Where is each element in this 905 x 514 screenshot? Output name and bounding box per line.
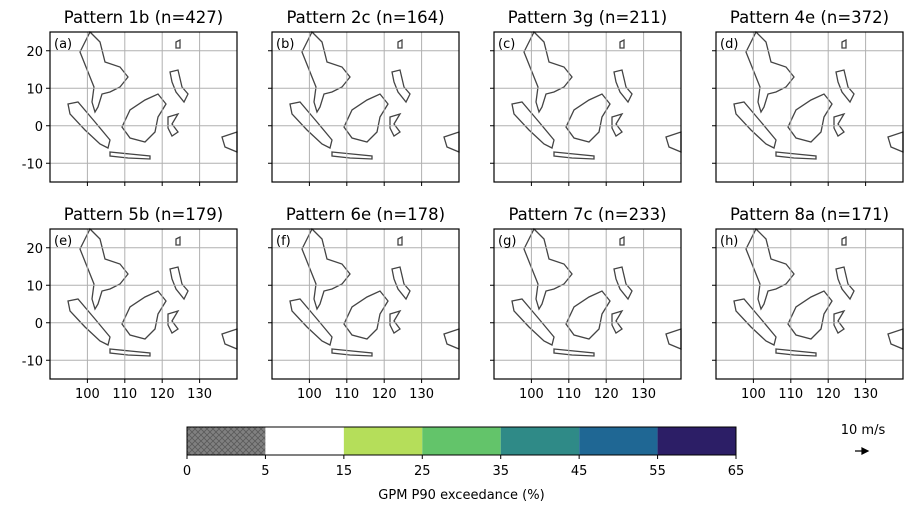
map-panel: Pattern 5b (n=179) (e) 100 110 120 130 -10 0 10 2…: [22, 205, 238, 402]
colorbar-segment: [265, 427, 344, 455]
panel-title: Pattern 8a (n=171): [730, 205, 889, 224]
panel-label: (f): [276, 234, 291, 249]
panel-label: (e): [54, 234, 72, 249]
map-panel: Pattern 3g (n=211) (c): [490, 8, 682, 186]
colorbar-segment: [657, 427, 736, 455]
y-tick-label: 20: [26, 45, 43, 60]
x-tick-label: 100: [297, 387, 322, 402]
x-tick-label: 110: [334, 387, 359, 402]
y-tick-label: 0: [35, 120, 43, 135]
colorbar-segment: [343, 427, 423, 455]
panel-frame: [271, 31, 460, 183]
colorbar-segment: [422, 427, 501, 455]
colorbar-segment: [187, 427, 266, 455]
panel-title: Pattern 6e (n=178): [286, 205, 445, 224]
colorbar-tick-label: 55: [649, 464, 666, 479]
x-tick-label: 120: [816, 387, 841, 402]
map-panel: Pattern 2c (n=164) (b): [268, 8, 460, 186]
x-tick-label: 100: [519, 387, 544, 402]
colorbar-tick-label: 35: [492, 464, 509, 479]
panel-label: (g): [498, 234, 516, 249]
panel-label: (h): [720, 234, 738, 249]
colorbar-segment: [500, 427, 580, 455]
panel-frame: [49, 228, 238, 380]
panel-frame: [493, 228, 682, 380]
colorbar-tick-label: 5: [261, 464, 269, 479]
panel-title: Pattern 1b (n=427): [64, 8, 223, 27]
colorbar-tick-label: 15: [336, 464, 353, 479]
x-tick-label: 110: [778, 387, 803, 402]
panel-title: Pattern 7c (n=233): [508, 205, 666, 224]
panel-frame: [715, 228, 904, 380]
panel-frame: [715, 31, 904, 183]
y-tick-label: 0: [35, 317, 43, 332]
panel-label: (c): [498, 37, 515, 52]
colorbar-segment: [579, 427, 658, 455]
panel-background: [272, 229, 459, 379]
map-panel: Pattern 1b (n=427) (a) -10 0 10 20: [22, 8, 238, 186]
map-panel: Pattern 7c (n=233) (g) 100 110 120 130: [490, 205, 682, 402]
x-tick-label: 110: [556, 387, 581, 402]
x-tick-label: 130: [187, 387, 212, 402]
panel-frame: [49, 31, 238, 183]
colorbar-tick-label: 0: [183, 464, 191, 479]
y-tick-label: 20: [26, 242, 43, 257]
colorbar-tick-label: 65: [728, 464, 745, 479]
x-tick-label: 130: [631, 387, 656, 402]
panel-background: [494, 229, 681, 379]
panel-title: Pattern 4e (n=372): [730, 8, 889, 27]
panel-title: Pattern 5b (n=179): [64, 205, 223, 224]
panel-label: (b): [276, 37, 294, 52]
panel-background: [494, 32, 681, 182]
panel-label: (d): [720, 37, 738, 52]
x-tick-label: 120: [150, 387, 175, 402]
y-tick-label: 10: [26, 279, 43, 294]
x-tick-label: 130: [853, 387, 878, 402]
panel-background: [50, 32, 237, 182]
y-tick-label: -10: [22, 354, 43, 369]
y-tick-label: 10: [26, 82, 43, 97]
map-panel: Pattern 4e (n=372) (d): [712, 8, 904, 186]
panel-frame: [493, 31, 682, 183]
colorbar-tick-label: 45: [571, 464, 588, 479]
x-tick-label: 100: [75, 387, 100, 402]
x-tick-label: 120: [594, 387, 619, 402]
panel-background: [716, 229, 903, 379]
panel-title: Pattern 3g (n=211): [508, 8, 667, 27]
x-tick-label: 100: [741, 387, 766, 402]
colorbar-frame: [186, 426, 737, 456]
map-panel: Pattern 8a (n=171) (h) 100 110 120 130: [712, 205, 904, 402]
colorbar-label: GPM P90 exceedance (%): [378, 488, 544, 503]
colorbar-tick-label: 25: [414, 464, 431, 479]
x-tick-label: 130: [409, 387, 434, 402]
reference-arrow-label: 10 m/s: [841, 423, 886, 438]
map-panel: Pattern 6e (n=178) (f) 100 110 120 130: [268, 205, 460, 402]
x-tick-label: 110: [112, 387, 137, 402]
panel-label: (a): [54, 37, 72, 52]
y-tick-label: -10: [22, 157, 43, 172]
panel-title: Pattern 2c (n=164): [286, 8, 444, 27]
panel-background: [50, 229, 237, 379]
panel-frame: [271, 228, 460, 380]
x-tick-label: 120: [372, 387, 397, 402]
reference-arrow: [855, 447, 870, 455]
panel-background: [272, 32, 459, 182]
panel-background: [716, 32, 903, 182]
